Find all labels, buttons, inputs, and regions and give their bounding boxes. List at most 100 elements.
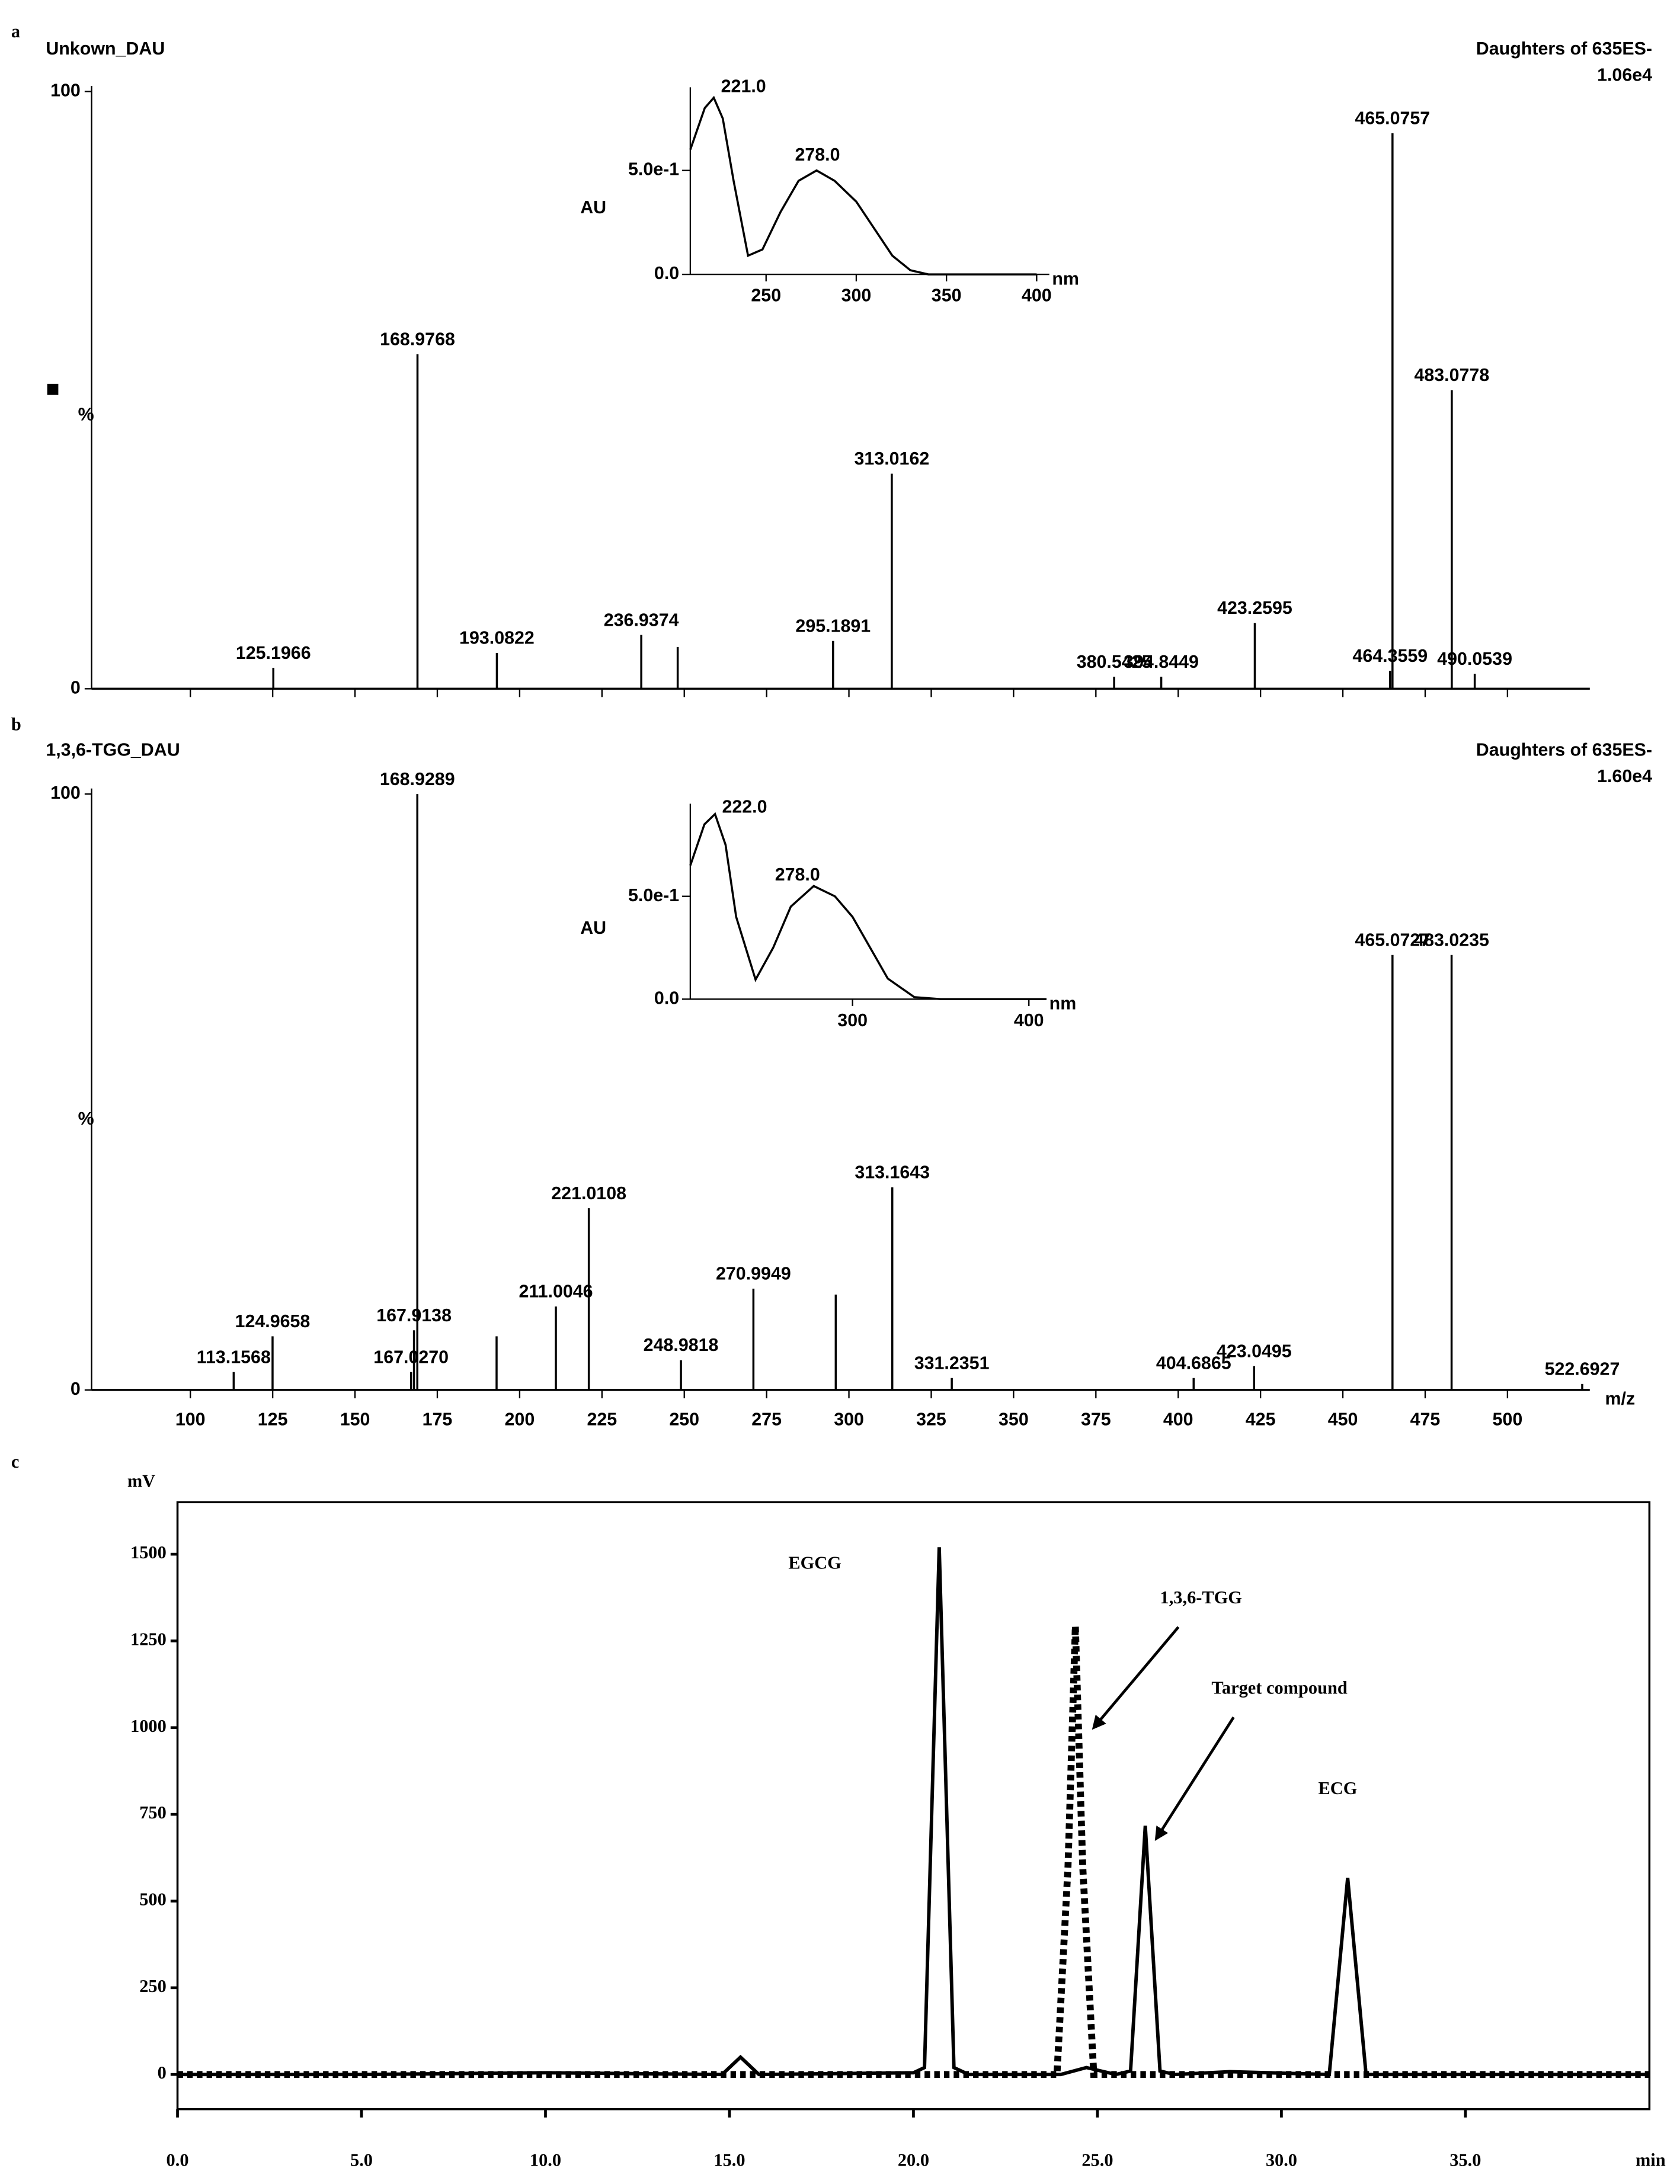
inset-y-label: AU <box>580 918 606 938</box>
y-axis-label: mV <box>127 1471 155 1491</box>
peak-label: 490.0539 <box>1437 649 1512 669</box>
x-tick-label: 350 <box>999 1409 1029 1429</box>
x-tick-label: 20.0 <box>898 2150 929 2170</box>
x-tick-label: 250 <box>669 1409 699 1429</box>
panel-label: c <box>11 1452 20 1472</box>
inset-x-label: nm <box>1049 994 1077 1014</box>
y-tick-label: 1500 <box>130 1542 167 1562</box>
inset-annotation: 221.0 <box>721 76 766 96</box>
x-tick-label: 125 <box>258 1409 288 1429</box>
header: Daughters of 635ES- <box>1476 39 1652 59</box>
inset-x-tick-label: 400 <box>1014 1010 1044 1030</box>
y-tick-label: 0 <box>71 1379 81 1399</box>
inset-annotation: 222.0 <box>722 796 767 816</box>
dashed-trace <box>177 1626 1650 2079</box>
peak-label: 522.6927 <box>1545 1359 1620 1379</box>
peak-label: 167.9138 <box>376 1305 452 1325</box>
peak-label: 423.0495 <box>1217 1341 1292 1361</box>
x-axis-label: m/z <box>1605 1388 1636 1408</box>
x-tick-label: 275 <box>751 1409 782 1429</box>
inset-y-tick-label: 5.0e-1 <box>628 159 679 180</box>
trace <box>177 1547 1650 2077</box>
y-tick-label: 750 <box>139 1802 167 1823</box>
panel-label: a <box>11 21 20 41</box>
x-tick-label: 10.0 <box>530 2150 561 2170</box>
inset-annotation: 278.0 <box>775 864 820 885</box>
peak-label: 483.0778 <box>1414 365 1489 385</box>
x-tick-label: 100 <box>175 1409 206 1429</box>
inset-y-label: AU <box>580 197 606 217</box>
x-tick-label: 175 <box>423 1409 453 1429</box>
peak-label: 313.1643 <box>855 1163 930 1183</box>
y-tick-label: 250 <box>139 1976 167 1996</box>
x-axis-label: min <box>1636 2150 1666 2170</box>
inset-y-tick-label: 0.0 <box>654 988 679 1008</box>
peak-label: 221.0108 <box>551 1183 626 1203</box>
annotation: 1,3,6-TGG <box>1160 1587 1242 1607</box>
inset-y-tick-label: 0.0 <box>654 263 679 283</box>
x-tick-label: 200 <box>505 1409 535 1429</box>
x-tick-label: 475 <box>1410 1409 1441 1429</box>
peak-label: 423.2595 <box>1217 598 1292 618</box>
x-tick-label: 0.0 <box>167 2150 189 2170</box>
x-tick-label: 325 <box>916 1409 946 1429</box>
peak-label: 270.9949 <box>716 1264 791 1284</box>
peak-label: 394.8449 <box>1124 652 1199 672</box>
peak-label: 331.2351 <box>914 1353 990 1373</box>
annotation: ECG <box>1319 1778 1358 1798</box>
x-tick-label: 30.0 <box>1266 2150 1297 2170</box>
peak-label: 236.9374 <box>604 610 679 630</box>
panel-title: 1,3,6-TGG_DAU <box>46 740 180 760</box>
scale-label: 1.06e4 <box>1597 65 1652 85</box>
arrow <box>1154 1716 1235 1842</box>
peak-label: 125.1966 <box>236 643 311 663</box>
peak-label: 124.9658 <box>235 1311 311 1331</box>
inset-x-tick-label: 400 <box>1022 286 1052 306</box>
inset-x-tick-label: 300 <box>837 1010 868 1030</box>
x-tick-label: 35.0 <box>1449 2150 1481 2170</box>
x-tick-label: 225 <box>587 1409 617 1429</box>
peak-label: 404.6865 <box>1156 1353 1231 1373</box>
annotation: EGCG <box>788 1553 841 1573</box>
y-tick-label: 0 <box>71 677 81 697</box>
uv-line <box>689 95 1037 276</box>
scale-label: 1.60e4 <box>1597 766 1652 786</box>
x-tick-label: 5.0 <box>350 2150 373 2170</box>
inset-x-label: nm <box>1052 268 1079 289</box>
x-tick-label: 500 <box>1493 1409 1523 1429</box>
x-tick-label: 150 <box>340 1409 370 1429</box>
inset-x-tick-label: 350 <box>932 286 962 306</box>
inset-x-tick-label: 300 <box>841 286 872 306</box>
inset-annotation: 278.0 <box>795 145 840 165</box>
y-tick-label: 1250 <box>130 1629 167 1649</box>
y-tick-label: 500 <box>139 1889 167 1909</box>
peak-label: 248.9818 <box>644 1335 719 1355</box>
inset-x-tick-label: 250 <box>751 286 781 306</box>
y-tick-label: 100 <box>50 80 81 100</box>
y-tick-label: 0 <box>158 2063 167 2083</box>
panel-title: Unkown_DAU <box>46 39 165 59</box>
x-tick-label: 15.0 <box>713 2150 745 2170</box>
x-tick-label: 450 <box>1328 1409 1358 1429</box>
x-tick-label: 25.0 <box>1081 2150 1113 2170</box>
y-tick-label: 100 <box>50 783 81 803</box>
peak-label: 380.5425 <box>1077 652 1152 672</box>
uv-line <box>689 812 1047 1001</box>
marker-square <box>47 383 59 395</box>
peak-label: 168.9768 <box>380 329 455 350</box>
peak-label: 313.0162 <box>855 449 930 469</box>
peak-label: 465.0727 <box>1355 930 1430 950</box>
peak-label: 465.0757 <box>1355 108 1430 129</box>
peak-label: 168.9289 <box>380 769 455 789</box>
x-tick-label: 425 <box>1246 1409 1276 1429</box>
peak-label: 483.0235 <box>1414 930 1489 950</box>
annotation: Target compound <box>1211 1677 1347 1698</box>
inset-y-tick-label: 5.0e-1 <box>628 885 679 905</box>
peak-label: 464.3559 <box>1352 646 1428 666</box>
y-tick-label: 1000 <box>130 1716 167 1736</box>
x-tick-label: 400 <box>1163 1409 1193 1429</box>
x-tick-label: 300 <box>834 1409 864 1429</box>
header: Daughters of 635ES- <box>1476 740 1652 760</box>
